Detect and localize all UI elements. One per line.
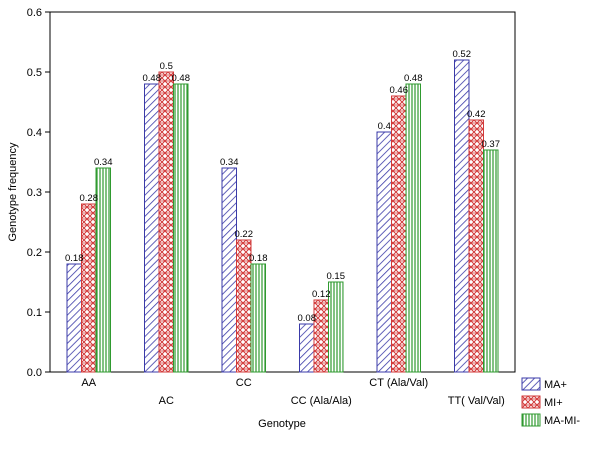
bar-mi- [313, 299, 329, 373]
x-category-label: AC [159, 395, 174, 407]
legend-swatch [521, 395, 541, 409]
legend-label: MA+ [544, 379, 567, 391]
x-axis-title: Genotype [258, 418, 306, 430]
data-label: 0.52 [453, 49, 472, 60]
bar-ma- [144, 83, 160, 373]
y-tick-label: 0.4 [27, 127, 42, 139]
y-axis-title: Genotype frequency [7, 142, 19, 242]
data-label: 0.48 [172, 73, 191, 84]
legend-swatch [521, 413, 541, 427]
bar-ma-mi- [328, 281, 344, 373]
x-category-label: CC [236, 377, 252, 389]
bar-ma- [66, 263, 82, 373]
bar-ma-mi- [250, 263, 266, 373]
y-tick-label: 0.6 [27, 7, 42, 19]
x-axis-categories: AA AC CC CC (Ala/Ala) CT (Ala/Val) TT( Val/Va… [81, 377, 504, 407]
legend: MA+ MI+ MA-MI- [521, 377, 580, 427]
data-label: 0.37 [482, 139, 501, 150]
legend-swatch [521, 377, 541, 391]
legend-label: MI+ [544, 397, 563, 409]
y-tick-label: 0.1 [27, 307, 42, 319]
data-label: 0.18 [249, 253, 268, 264]
bar-mi- [391, 95, 407, 373]
data-label: 0.46 [390, 85, 409, 96]
bar-ma-mi- [173, 83, 189, 373]
x-category-label: CC (Ala/Ala) [291, 395, 352, 407]
x-category-label: AA [81, 377, 96, 389]
x-category-label: TT( Val/Val) [448, 395, 505, 407]
y-tick-label: 0.5 [27, 67, 42, 79]
data-label: 0.48 [404, 73, 423, 84]
data-label: 0.4 [378, 121, 391, 132]
bar-mi- [81, 203, 97, 373]
data-label: 0.42 [467, 109, 486, 120]
plot-area [49, 11, 516, 373]
data-label: 0.28 [80, 193, 99, 204]
data-label: 0.5 [160, 61, 173, 72]
bars [66, 59, 499, 373]
y-axis: 0.0 0.1 0.2 0.3 0.4 0.5 0.6 [27, 7, 50, 379]
bar-mi- [158, 71, 174, 373]
data-label: 0.12 [312, 289, 331, 300]
bar-mi- [468, 119, 484, 373]
legend-label: MA-MI- [544, 415, 580, 427]
data-label: 0.22 [235, 229, 254, 240]
data-label: 0.34 [94, 157, 113, 168]
x-category-label: CT (Ala/Val) [369, 377, 428, 389]
data-label: 0.34 [220, 157, 239, 168]
bar-ma-mi- [483, 149, 499, 373]
bar-ma- [221, 167, 237, 373]
data-label: 0.08 [298, 313, 317, 324]
data-labels: 0.180.280.340.480.50.480.340.220.180.080… [65, 49, 500, 324]
y-tick-label: 0.3 [27, 187, 42, 199]
y-tick-label: 0.2 [27, 247, 42, 259]
data-label: 0.18 [65, 253, 84, 264]
bar-ma- [376, 131, 392, 373]
data-label: 0.48 [143, 73, 162, 84]
bar-ma-mi- [405, 83, 421, 373]
bar-ma- [299, 323, 315, 373]
bar-ma-mi- [95, 167, 111, 373]
data-label: 0.15 [327, 271, 346, 282]
y-tick-label: 0.0 [27, 367, 42, 379]
bar-ma- [454, 59, 470, 373]
